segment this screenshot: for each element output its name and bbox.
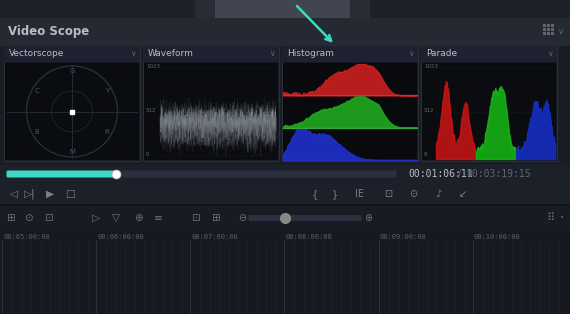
Text: IE: IE — [356, 189, 364, 199]
Text: {: { — [312, 189, 318, 199]
Text: G: G — [70, 68, 75, 74]
Text: ∨: ∨ — [547, 50, 553, 58]
Bar — [4, 46, 140, 161]
Text: ⊡: ⊡ — [384, 189, 392, 199]
Text: ⊙: ⊙ — [23, 213, 32, 223]
Text: Waveform: Waveform — [148, 50, 194, 58]
FancyBboxPatch shape — [6, 171, 397, 177]
FancyBboxPatch shape — [6, 171, 118, 177]
Bar — [543, 32, 545, 35]
Bar — [350, 0, 370, 18]
Text: ◁: ◁ — [10, 189, 18, 199]
Text: ⊡: ⊡ — [190, 213, 200, 223]
Bar — [5, 63, 139, 160]
Text: 00:06:00:00: 00:06:00:00 — [97, 234, 144, 240]
Text: ⊖: ⊖ — [238, 213, 246, 223]
Text: ≡: ≡ — [154, 213, 162, 223]
Bar — [143, 46, 279, 62]
Text: ⊞: ⊞ — [211, 213, 219, 223]
Bar — [195, 0, 215, 18]
Text: □: □ — [65, 189, 75, 199]
Bar — [143, 46, 279, 161]
Text: M: M — [69, 149, 75, 155]
Text: ⊕: ⊕ — [133, 213, 142, 223]
Text: ∨: ∨ — [269, 50, 275, 58]
Bar — [551, 28, 553, 30]
Text: C: C — [35, 88, 39, 94]
Text: ▶: ▶ — [46, 189, 54, 199]
Text: ▽: ▽ — [112, 213, 120, 223]
FancyBboxPatch shape — [249, 215, 361, 221]
Bar — [551, 32, 553, 35]
Bar — [0, 18, 570, 46]
Bar — [551, 24, 553, 26]
Text: ·: · — [560, 211, 564, 225]
Text: Parade: Parade — [426, 50, 457, 58]
Text: ⊙: ⊙ — [409, 189, 417, 199]
Bar — [0, 0, 570, 18]
Text: ∨: ∨ — [558, 28, 564, 36]
Bar — [0, 165, 570, 183]
Text: 00:07:00:00: 00:07:00:00 — [191, 234, 238, 240]
Bar — [283, 128, 417, 160]
Text: ↙: ↙ — [459, 189, 467, 199]
Text: 00:08:00:00: 00:08:00:00 — [285, 234, 332, 240]
Bar — [547, 32, 549, 35]
Bar — [547, 28, 549, 30]
Bar — [144, 63, 278, 160]
Text: ⊕: ⊕ — [364, 213, 372, 223]
Bar — [283, 63, 417, 160]
Text: Histogram: Histogram — [287, 50, 334, 58]
Bar — [0, 205, 570, 231]
Text: 00:01:06:11: 00:01:06:11 — [408, 169, 473, 179]
Text: ⊡: ⊡ — [44, 213, 52, 223]
Bar — [422, 63, 556, 160]
Text: 00:10:00:00: 00:10:00:00 — [474, 234, 521, 240]
Text: ∨: ∨ — [130, 50, 136, 58]
Text: ⊞: ⊞ — [6, 213, 14, 223]
Bar — [547, 24, 549, 26]
Bar — [282, 46, 418, 62]
Text: 00:05:00:00: 00:05:00:00 — [3, 234, 50, 240]
Bar — [283, 63, 417, 95]
Bar — [421, 46, 557, 62]
Bar — [0, 183, 570, 205]
Text: Video Scope: Video Scope — [8, 25, 89, 39]
Text: 1023: 1023 — [146, 64, 160, 69]
Bar — [543, 24, 545, 26]
Bar — [195, 0, 370, 18]
Text: /: / — [458, 169, 462, 179]
Text: 0: 0 — [146, 152, 149, 157]
Bar — [4, 46, 140, 62]
Text: ▷|: ▷| — [24, 189, 36, 199]
Text: 00:03:19:15: 00:03:19:15 — [466, 169, 531, 179]
Text: ♪: ♪ — [435, 189, 441, 199]
Text: ⠿: ⠿ — [546, 213, 554, 223]
Text: ∨: ∨ — [408, 50, 414, 58]
Bar — [282, 46, 418, 161]
Text: 512: 512 — [424, 107, 434, 112]
Text: B: B — [35, 129, 39, 135]
Text: R: R — [105, 129, 109, 135]
Bar — [421, 46, 557, 161]
Bar — [543, 28, 545, 30]
Text: }: } — [332, 189, 338, 199]
Text: 1023: 1023 — [424, 64, 438, 69]
Bar — [0, 231, 570, 314]
Text: 8: 8 — [424, 152, 428, 157]
Text: ▷: ▷ — [92, 213, 100, 223]
Bar — [283, 95, 417, 128]
Text: 512: 512 — [146, 107, 157, 112]
Text: Vectorscope: Vectorscope — [9, 50, 64, 58]
Text: Y: Y — [105, 88, 109, 94]
Text: 00:09:00:00: 00:09:00:00 — [380, 234, 427, 240]
